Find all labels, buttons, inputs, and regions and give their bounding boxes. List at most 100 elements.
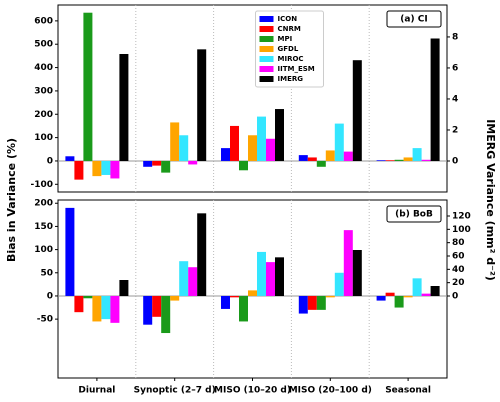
- bar: [421, 293, 431, 296]
- y-axis-label: Bias in Variance (%): [5, 138, 18, 262]
- y-tick-label: 200: [34, 110, 53, 120]
- y2-axis-label: IMERG Variance (mm² d⁻²): [484, 119, 497, 281]
- legend-label: MIROC: [278, 55, 304, 63]
- y2-tick-label: 120: [452, 212, 471, 222]
- y-tick-label: 100: [34, 245, 53, 255]
- bar: [352, 250, 362, 296]
- bar: [257, 116, 266, 161]
- bar: [412, 148, 422, 161]
- bar: [352, 60, 362, 161]
- bar: [161, 160, 171, 173]
- bar: [161, 295, 171, 334]
- plot-frame: [57, 199, 448, 379]
- bar: [65, 156, 75, 161]
- y-tick-label: 200: [34, 199, 53, 209]
- y2-tick-label: 40: [452, 265, 465, 275]
- y2-tick-label: 2: [452, 125, 458, 135]
- bar: [334, 123, 344, 161]
- legend-label: MPI: [278, 35, 293, 43]
- bar: [83, 12, 93, 161]
- bar: [316, 295, 326, 310]
- bar: [170, 122, 180, 161]
- y2-tick-label: 80: [452, 238, 465, 248]
- y2-tick-label: 60: [452, 252, 465, 262]
- legend-label: IITM_ESM: [278, 65, 315, 73]
- bar: [179, 135, 189, 161]
- bar: [230, 125, 239, 161]
- legend-swatch: [259, 46, 274, 52]
- bar: [74, 295, 84, 313]
- x-tick-label: MISO (20–100 d): [289, 386, 372, 396]
- bar: [197, 213, 207, 296]
- panel-label-box: [386, 205, 442, 223]
- bar: [266, 262, 275, 296]
- bar: [101, 295, 111, 320]
- legend-swatch: [259, 66, 274, 72]
- bar: [394, 295, 404, 308]
- legend-label: IMERG: [278, 75, 304, 83]
- bar: [143, 160, 153, 167]
- bar: [334, 272, 344, 296]
- bar: [152, 295, 162, 317]
- bar: [307, 157, 317, 161]
- bar: [257, 251, 266, 296]
- bar: [221, 148, 230, 161]
- y2-tick-label: 0: [452, 156, 458, 166]
- bar: [307, 295, 317, 310]
- bar: [376, 160, 386, 161]
- bar: [74, 160, 84, 180]
- bar: [83, 295, 93, 299]
- bar: [221, 295, 230, 309]
- panel-label-box: [386, 10, 442, 28]
- legend: ICON CNRM MPI GFDL MIROC IITM_ESM IMERG: [255, 10, 324, 88]
- bar: [179, 261, 189, 296]
- bar: [110, 160, 120, 179]
- bar: [275, 109, 284, 161]
- bar: [343, 151, 353, 161]
- x-tick-label: MISO (10–20 d): [214, 386, 291, 396]
- bar: [119, 280, 129, 296]
- y-tick-label: 0: [47, 291, 53, 301]
- bar: [298, 295, 308, 314]
- panel-label: (b) BoB: [386, 205, 442, 223]
- bar: [143, 295, 153, 325]
- y-tick-label: 0: [47, 156, 53, 166]
- legend-swatch: [259, 76, 274, 82]
- bar: [92, 295, 102, 322]
- bar: [325, 150, 335, 161]
- bar: [101, 160, 111, 175]
- bar: [248, 290, 257, 296]
- bar: [316, 160, 326, 167]
- y2-tick-label: 4: [452, 94, 458, 104]
- bar: [275, 257, 284, 296]
- x-tick-label: Synoptic (2–7 d): [134, 386, 216, 396]
- bar: [266, 138, 275, 161]
- panel-label-text: (a) CI: [400, 15, 427, 25]
- y2-tick-label: 100: [452, 225, 471, 235]
- bar: [170, 295, 180, 301]
- bar: [385, 292, 395, 296]
- y-tick-label: 300: [34, 86, 53, 96]
- y-tick-label: 100: [34, 133, 53, 143]
- bar: [421, 159, 431, 161]
- y-tick-label: 500: [34, 40, 53, 50]
- legend-swatch: [259, 26, 274, 32]
- bar: [239, 160, 248, 171]
- bar: [197, 49, 207, 161]
- y-tick-label: 600: [34, 16, 53, 26]
- bar: [298, 155, 308, 161]
- panel-label: (a) CI: [386, 10, 442, 28]
- y2-tick-label: 8: [452, 32, 458, 42]
- bar: [65, 207, 75, 296]
- bar: [343, 230, 353, 296]
- legend-label: GFDL: [278, 45, 299, 53]
- y-tick-label: 50: [40, 268, 53, 278]
- bar: [92, 160, 102, 177]
- bar: [152, 160, 162, 166]
- bar: [188, 160, 198, 165]
- bar: [394, 159, 404, 161]
- bar: [385, 160, 395, 161]
- bar: [430, 286, 440, 296]
- bar: [110, 295, 120, 323]
